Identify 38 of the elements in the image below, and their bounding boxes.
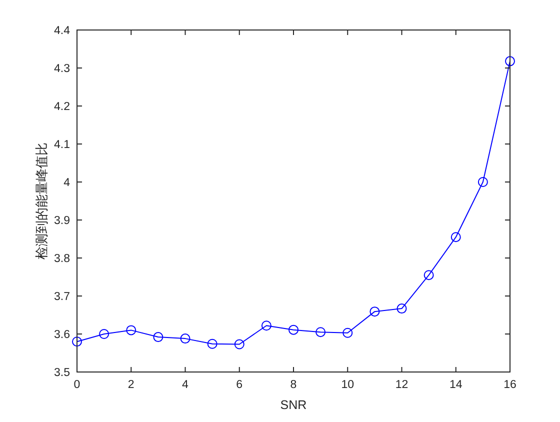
point [396,304,407,314]
point [261,320,272,331]
y-tick-label: 3.5 [54,367,70,379]
x-tick-label: 16 [504,379,516,391]
x-tick-label: 14 [449,379,463,391]
y-tick-label: 3.6 [54,329,70,341]
point [316,327,326,338]
point [126,325,136,336]
y-tick-label: 4.4 [54,25,71,37]
point [234,339,244,350]
point [72,336,82,347]
y-tick-label: 4 [64,177,71,189]
x-axis-title: SNR [280,398,307,412]
point [478,177,488,187]
point [153,332,164,342]
point [99,329,110,339]
y-tick-label: 3.8 [54,253,70,265]
point [370,306,380,317]
x-tick-label: 4 [182,379,190,391]
x-tick-label: 12 [395,379,408,391]
point [180,334,190,344]
x-tick-label: 8 [290,379,297,391]
x-tick-label: 2 [128,379,134,391]
y-tick-label: 4.2 [54,101,70,113]
x-tick-label: 10 [341,379,354,391]
x-tick-label: 6 [236,379,243,391]
y-axis-title: 检测到的能量峰值比 [35,142,50,260]
point [288,324,298,335]
x-tick-label: 0 [74,379,80,391]
point [505,56,515,66]
point [450,232,461,242]
y-tick-label: 3.9 [54,215,70,227]
point [424,270,434,280]
y-tick-label: 4.3 [54,63,70,75]
y-tick-label: 4.1 [54,139,70,151]
point [207,338,218,349]
point [342,328,353,338]
y-tick-label: 3.7 [54,291,70,303]
